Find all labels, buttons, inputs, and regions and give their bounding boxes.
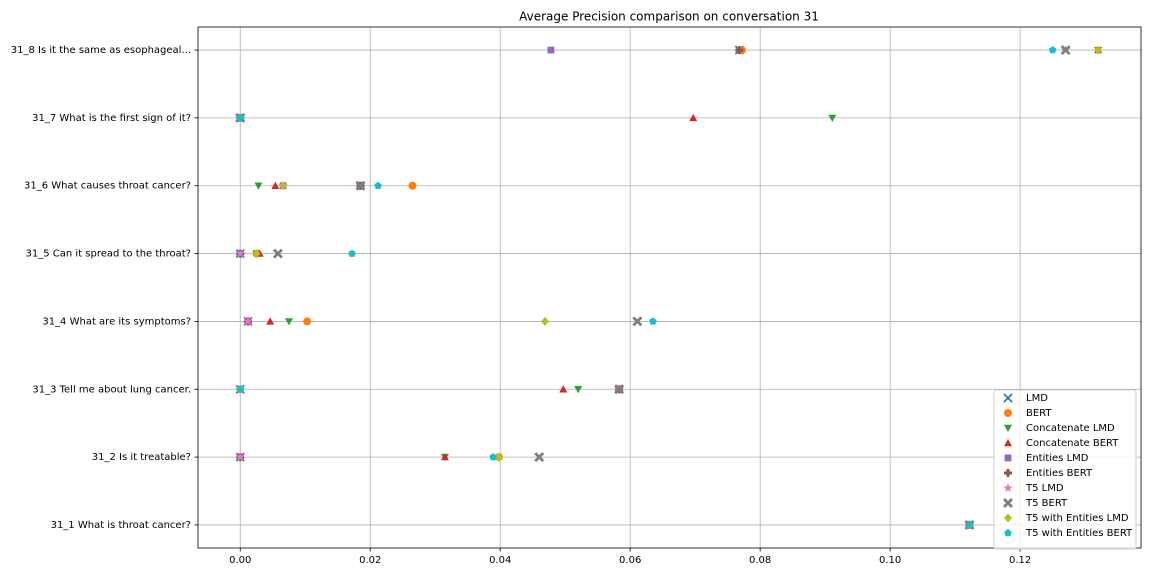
data-point bbox=[254, 182, 263, 190]
data-point bbox=[355, 180, 366, 191]
data-point bbox=[632, 316, 643, 327]
data-point bbox=[574, 386, 583, 394]
data-point bbox=[614, 384, 625, 395]
data-point bbox=[534, 452, 545, 463]
x-tick-label: 0.02 bbox=[359, 555, 381, 566]
data-point bbox=[272, 248, 283, 259]
data-point bbox=[284, 318, 293, 326]
legend-marker bbox=[1004, 439, 1012, 447]
legend-marker bbox=[1004, 424, 1012, 432]
data-point bbox=[1094, 45, 1103, 55]
data-point bbox=[735, 46, 744, 55]
data-point bbox=[828, 114, 837, 122]
legend-marker bbox=[1003, 393, 1013, 403]
legend-label: Concatenate LMD bbox=[1026, 423, 1115, 434]
data-point bbox=[489, 453, 497, 461]
x-tick-label: 0.12 bbox=[1009, 555, 1031, 566]
y-tick-label: 31_6 What causes throat cancer? bbox=[24, 181, 191, 192]
data-point bbox=[266, 317, 275, 325]
data-point bbox=[271, 181, 280, 189]
data-point bbox=[494, 452, 503, 462]
x-tick-label: 0.00 bbox=[229, 555, 251, 566]
plot-frame bbox=[197, 26, 1142, 549]
data-point bbox=[965, 520, 974, 529]
legend-label: T5 BERT bbox=[1025, 498, 1068, 509]
legend-marker bbox=[1003, 498, 1013, 508]
data-point bbox=[279, 181, 288, 191]
legend-label: LMD bbox=[1026, 393, 1048, 404]
data-point bbox=[235, 452, 245, 462]
legend-marker bbox=[1004, 409, 1012, 417]
data-point bbox=[235, 248, 245, 258]
y-tick-label: 31_8 Is it the same as esophageal... bbox=[11, 45, 191, 56]
x-tick-label: 0.04 bbox=[489, 555, 511, 566]
legend-box bbox=[993, 389, 1137, 550]
legend-marker bbox=[1004, 454, 1012, 462]
data-point bbox=[374, 181, 382, 189]
legend-marker bbox=[1004, 513, 1012, 523]
y-tick-label: 31_7 What is the first sign of it? bbox=[32, 113, 191, 124]
data-point bbox=[547, 46, 555, 54]
y-tick-label: 31_5 Can it spread to the throat? bbox=[26, 249, 191, 260]
data-point bbox=[541, 316, 550, 326]
data-point bbox=[243, 316, 253, 326]
data-point bbox=[303, 317, 312, 326]
data-point bbox=[689, 113, 698, 122]
legend-label: BERT bbox=[1026, 408, 1052, 419]
y-tick-label: 31_1 What is throat cancer? bbox=[51, 520, 191, 531]
x-tick-label: 0.08 bbox=[749, 555, 771, 566]
x-tick-label: 0.06 bbox=[619, 555, 641, 566]
legend-marker bbox=[1003, 483, 1013, 493]
data-point bbox=[649, 317, 657, 325]
y-tick-label: 31_2 Is it treatable? bbox=[92, 452, 191, 463]
data-point bbox=[236, 113, 245, 122]
legend-marker bbox=[1004, 469, 1012, 477]
data-point bbox=[1060, 45, 1071, 56]
data-point bbox=[1048, 46, 1057, 54]
y-tick-label: 31_3 Tell me about lung cancer. bbox=[32, 384, 191, 395]
chart-title: Average Precision comparison on conversa… bbox=[519, 10, 819, 24]
data-point bbox=[348, 249, 356, 257]
data-point bbox=[440, 453, 449, 461]
legend-label: T5 with Entities BERT bbox=[1025, 528, 1133, 539]
data-point bbox=[408, 181, 417, 190]
legend-label: T5 LMD bbox=[1025, 483, 1064, 494]
data-point bbox=[559, 385, 568, 393]
data-point bbox=[236, 385, 245, 393]
legend-label: Entities LMD bbox=[1026, 453, 1089, 464]
x-tick-label: 0.10 bbox=[879, 555, 901, 566]
data-point bbox=[252, 249, 261, 259]
legend-marker bbox=[1004, 529, 1012, 537]
y-tick-label: 31_4 What are its symptoms? bbox=[42, 316, 191, 327]
legend-label: Concatenate BERT bbox=[1026, 438, 1119, 449]
legend-label: Entities BERT bbox=[1026, 468, 1093, 479]
legend-label: T5 with Entities LMD bbox=[1025, 513, 1129, 524]
